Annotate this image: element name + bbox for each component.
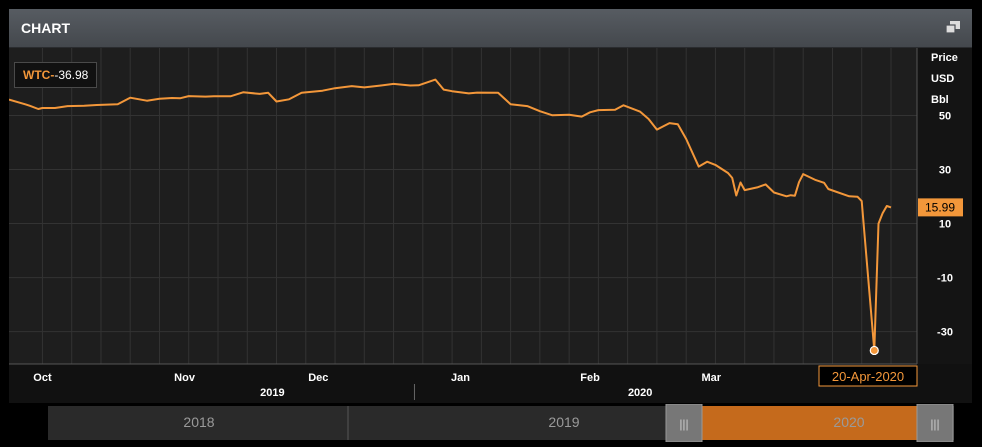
- y-tick-label: -10: [937, 273, 953, 285]
- selected-date-tag: [818, 365, 918, 387]
- x-tick-label: Oct: [33, 372, 52, 384]
- navigator-left-handle[interactable]: [665, 403, 703, 443]
- x-tick-label: Mar: [701, 372, 721, 384]
- selected-date-label: 20-Apr-2020: [832, 369, 904, 384]
- navigator-year-label: 2018: [183, 414, 214, 430]
- y-unit-currency: USD: [931, 73, 955, 85]
- plot-area[interactable]: 50 30 10 -10 -30 Oct Nov Dec Jan Feb Mar 2019 2020 15…: [9, 48, 972, 403]
- x-tick-label: Dec: [308, 372, 328, 384]
- chart-svg[interactable]: 50 30 10 -10 -30 Oct Nov Dec Jan Feb Mar 2019 2020 15…: [9, 48, 972, 403]
- last-value-label: 15.99: [925, 200, 955, 214]
- x-tick-label: Nov: [174, 372, 196, 384]
- y-tick-label: 50: [939, 111, 951, 123]
- x-tick-label: Feb: [580, 372, 600, 384]
- y-unit-measure: Bbl: [931, 94, 949, 106]
- popout-icon[interactable]: [946, 21, 960, 33]
- last-value-tag: [918, 198, 963, 217]
- navigator-right-handle[interactable]: [916, 403, 954, 443]
- y-unit-price: Price: [931, 52, 958, 64]
- x-year-label: 2020: [628, 387, 652, 399]
- panel-header: CHART: [9, 9, 972, 48]
- legend-series-value: -36.98: [54, 68, 89, 82]
- selected-point-marker: [869, 345, 879, 356]
- left-handle-grip: |||: [679, 417, 688, 431]
- navigator-svg[interactable]: 2018 2019 2020 ||| |||: [9, 403, 972, 443]
- legend-separator: -: [50, 68, 55, 82]
- x-year-label: 2019: [260, 387, 284, 399]
- x-axis-strip: [9, 364, 972, 403]
- legend-series-name: WTC: [23, 68, 51, 82]
- x-tick-label: Jan: [451, 372, 470, 384]
- range-navigator[interactable]: 2018 2019 2020 ||| |||: [9, 403, 972, 443]
- right-handle-grip: |||: [930, 417, 939, 431]
- y-tick-label: 10: [939, 219, 951, 231]
- series-line-wtc: [9, 78, 892, 352]
- navigator-year-label: 2020: [833, 414, 864, 430]
- series-legend: WTC--36.98: [14, 62, 98, 88]
- navigator-selected-range: [702, 406, 917, 440]
- navigator-year-label: 2019: [548, 414, 579, 430]
- y-tick-label: 30: [939, 165, 951, 177]
- y-tick-label: -30: [937, 327, 953, 339]
- panel-title: CHART: [21, 20, 70, 36]
